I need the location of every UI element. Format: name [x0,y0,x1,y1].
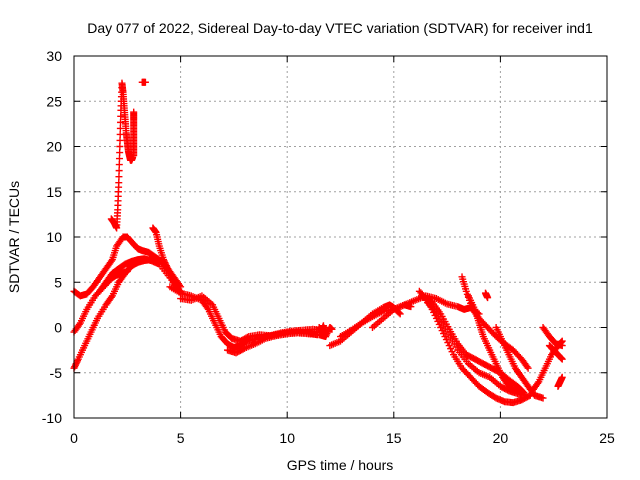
y-tick-label: 25 [46,93,62,109]
series-spike-tail [130,108,138,160]
series-spike [107,79,137,232]
chart-title: Day 077 of 2022, Sidereal Day-to-day VTE… [87,20,593,36]
y-tick-label: -10 [42,410,62,426]
data-point [107,293,115,301]
series-arc-20 [554,373,566,390]
x-axis-label: GPS time / hours [287,457,394,473]
y-tick-label: 5 [54,274,62,290]
data-points [70,78,566,407]
series-arc-7 [224,329,330,357]
series-arc-19 [545,342,566,363]
data-point [557,354,565,362]
data-point [130,108,138,116]
data-point [407,303,415,311]
data-point [116,130,124,138]
x-tick-label: 0 [70,430,78,446]
data-point [116,143,124,150]
y-tick-label: 30 [46,48,62,64]
data-point [115,167,123,175]
series-isolated [481,289,492,302]
data-point [396,310,404,318]
data-point [115,155,123,163]
data-point [558,354,566,362]
data-point [75,320,83,328]
data-point [117,112,125,120]
x-tick-label: 10 [279,430,295,446]
series-spike-top [138,78,149,86]
series-mid-scatter [315,322,336,341]
data-point [524,364,532,372]
series-arc-18 [539,324,566,350]
data-point [558,342,566,350]
grid-lines [74,56,607,418]
data-point [523,363,531,371]
data-point [117,118,125,126]
series-arc-10 [368,301,415,331]
y-tick-label: -5 [50,365,63,381]
data-point [115,179,123,187]
data-point [203,304,211,312]
data-point [534,379,542,387]
series-arc-3 [70,256,185,372]
x-tick-label: 20 [493,430,509,446]
x-tick-label: 25 [599,430,615,446]
data-point [558,355,566,363]
data-point [484,294,492,302]
x-tick-label: 15 [386,430,402,446]
data-point [115,173,123,181]
data-point [107,257,115,265]
data-point [155,260,163,268]
data-point [141,78,149,86]
data-point [518,387,526,395]
series-arc-16 [464,292,526,395]
data-point [539,394,547,402]
data-point [328,325,336,333]
y-tick-label: 0 [54,320,62,336]
y-tick-label: 10 [46,229,62,245]
series-arc-13 [418,292,528,397]
y-axis-label: SDTVAR / TECUs [6,181,22,293]
data-point [116,136,124,144]
x-tick-label: 5 [177,430,185,446]
series-branch [149,224,185,297]
series-arc-9 [337,292,483,341]
data-point [115,161,123,169]
y-tick-label: 20 [46,139,62,155]
data-point [558,373,566,381]
data-point [243,333,251,341]
data-point [74,357,82,365]
plot-frame [73,55,608,419]
data-point [239,345,247,353]
series-arc-4 [96,255,163,295]
y-tick-label: 15 [46,184,62,200]
data-point [116,149,124,157]
